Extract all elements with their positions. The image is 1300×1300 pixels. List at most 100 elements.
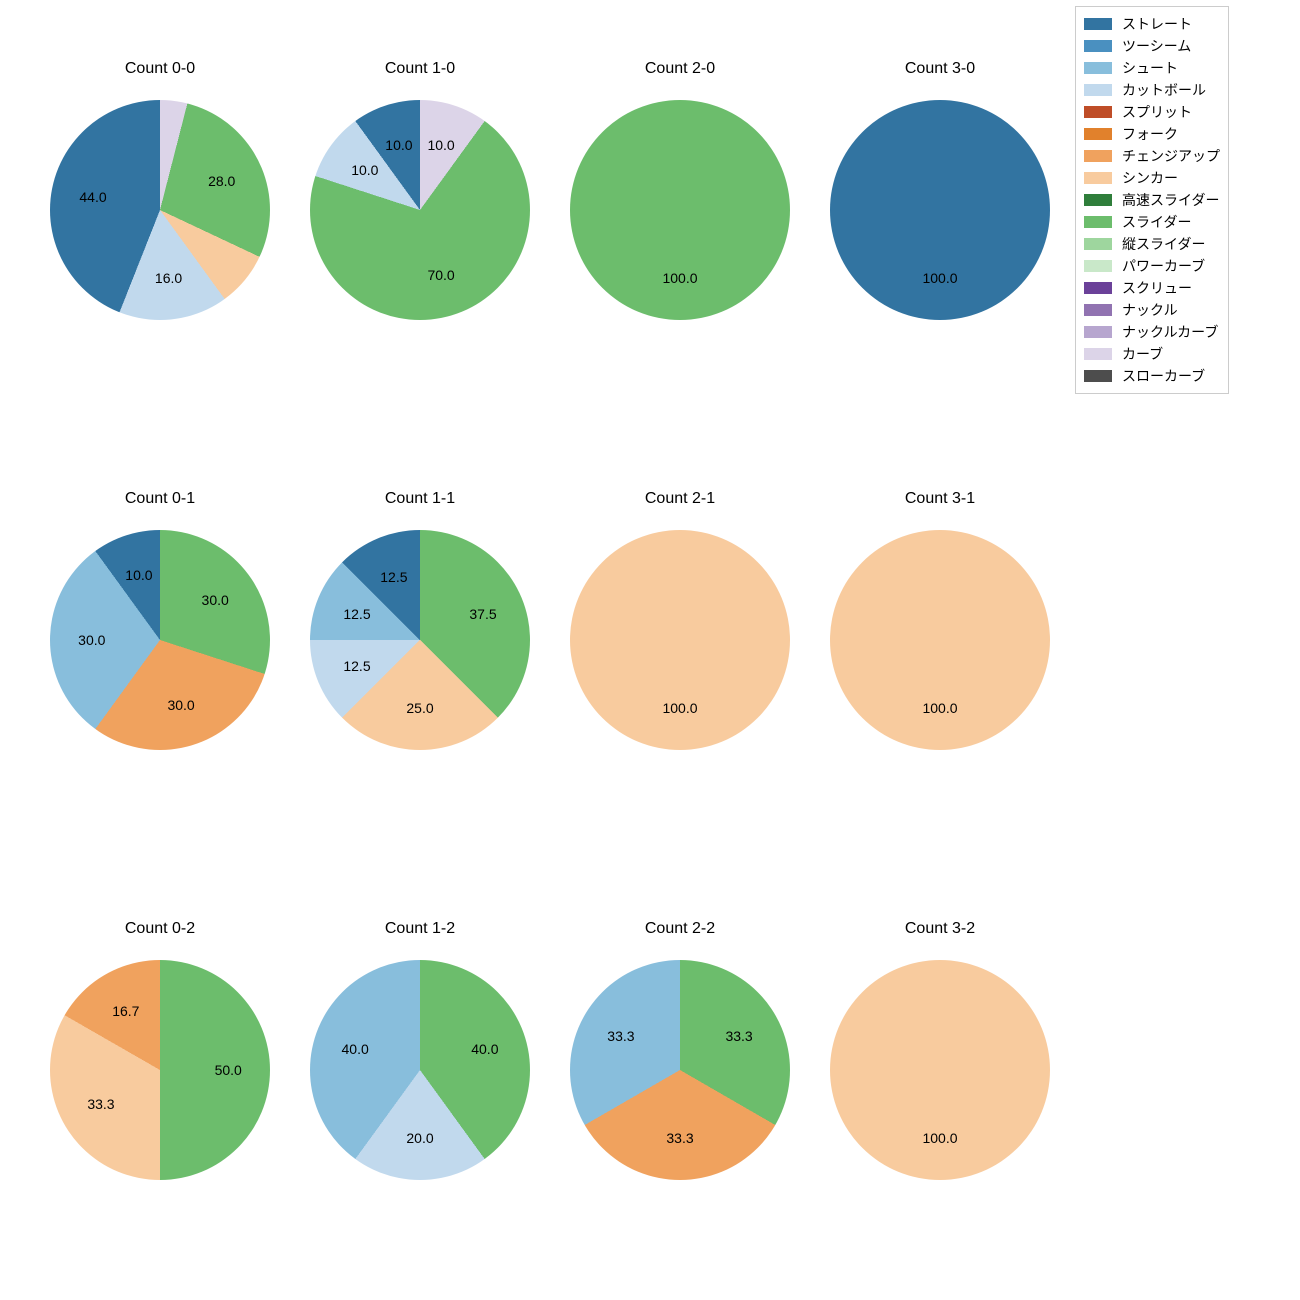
pie-value-label: 10.0: [351, 162, 378, 178]
pie-value-label: 50.0: [215, 1062, 242, 1078]
pie-value-label: 40.0: [471, 1041, 498, 1057]
chart-cell: Count 0-044.016.028.0: [30, 70, 290, 420]
legend-item: スライダー: [1084, 211, 1220, 233]
pie-value-label: 12.5: [343, 606, 370, 622]
legend-label: ナックルカーブ: [1122, 322, 1218, 342]
chart-cell: Count 2-1100.0: [550, 500, 810, 850]
legend-swatch: [1084, 18, 1112, 30]
pie-chart: [50, 100, 270, 320]
pie-value-label: 100.0: [662, 700, 697, 716]
chart-title: Count 3-1: [810, 490, 1070, 508]
pie-value-label: 100.0: [922, 1130, 957, 1146]
legend-swatch: [1084, 304, 1112, 316]
legend-swatch: [1084, 40, 1112, 52]
pie-value-label: 16.0: [155, 270, 182, 286]
legend-swatch: [1084, 128, 1112, 140]
pie-value-label: 30.0: [167, 697, 194, 713]
pie-value-label: 16.7: [112, 1003, 139, 1019]
pie-chart: [570, 100, 790, 320]
pie-value-label: 25.0: [406, 700, 433, 716]
chart-title: Count 0-0: [30, 60, 290, 78]
pie-value-label: 33.3: [607, 1028, 634, 1044]
pie-value-label: 100.0: [922, 700, 957, 716]
pie-value-label: 70.0: [427, 267, 454, 283]
legend-item: 高速スライダー: [1084, 189, 1220, 211]
legend-item: スローカーブ: [1084, 365, 1220, 387]
legend-label: フォーク: [1122, 124, 1178, 144]
pie-value-label: 20.0: [406, 1130, 433, 1146]
chart-cell: Count 3-0100.0: [810, 70, 1070, 420]
legend-item: シュート: [1084, 57, 1220, 79]
chart-title: Count 0-1: [30, 490, 290, 508]
page: Count 0-0 44.0 16.0 28.0 Count 1-0 10.0 10.0 70…: [0, 0, 1300, 1300]
pie-value-label: 28.0: [208, 173, 235, 189]
chart-cell: Count 3-1100.0: [810, 500, 1070, 850]
legend-swatch: [1084, 282, 1112, 294]
pie-chart: [570, 960, 790, 1180]
legend-label: スライダー: [1122, 212, 1191, 232]
legend: ストレートツーシームシュートカットボールスプリットフォークチェンジアップシンカー…: [1075, 6, 1229, 394]
legend-item: ナックルカーブ: [1084, 321, 1220, 343]
pie-value-label: 30.0: [202, 592, 229, 608]
legend-swatch: [1084, 216, 1112, 228]
legend-label: カットボール: [1122, 80, 1206, 100]
chart-cell: Count 1-010.010.070.010.0: [290, 70, 550, 420]
legend-label: 高速スライダー: [1122, 190, 1219, 210]
legend-label: シュート: [1122, 58, 1178, 78]
pie-value-label: 33.3: [725, 1028, 752, 1044]
pie-value-label: 10.0: [125, 567, 152, 583]
legend-label: ナックル: [1122, 300, 1178, 320]
pie-value-label: 33.3: [666, 1130, 693, 1146]
legend-label: スクリュー: [1122, 278, 1192, 298]
pie-value-label: 44.0: [79, 189, 106, 205]
legend-swatch: [1084, 260, 1112, 272]
chart-title: Count 3-2: [810, 920, 1070, 938]
legend-item: スクリュー: [1084, 277, 1220, 299]
legend-label: チェンジアップ: [1122, 146, 1220, 166]
chart-title: Count 1-0: [290, 60, 550, 78]
legend-label: スローカーブ: [1122, 366, 1205, 386]
legend-item: シンカー: [1084, 167, 1220, 189]
chart-cell: Count 1-112.512.512.525.037.5: [290, 500, 550, 850]
chart-cell: Count 3-2100.0: [810, 930, 1070, 1280]
legend-item: ナックル: [1084, 299, 1220, 321]
pie-chart: [310, 530, 530, 750]
chart-title: Count 1-1: [290, 490, 550, 508]
legend-swatch: [1084, 150, 1112, 162]
pie-value-label: 12.5: [343, 658, 370, 674]
pie-value-label: 10.0: [385, 137, 412, 153]
chart-title: Count 2-2: [550, 920, 810, 938]
pie-chart: [830, 100, 1050, 320]
chart-cell: Count 0-216.733.350.0: [30, 930, 290, 1280]
legend-label: ストレート: [1122, 14, 1192, 34]
legend-swatch: [1084, 84, 1112, 96]
chart-title: Count 2-1: [550, 490, 810, 508]
legend-label: シンカー: [1122, 168, 1178, 188]
legend-label: パワーカーブ: [1122, 256, 1205, 276]
pie-value-label: 30.0: [78, 632, 105, 648]
pie-value-label: 10.0: [427, 137, 454, 153]
legend-label: スプリット: [1122, 102, 1192, 122]
legend-item: ストレート: [1084, 13, 1220, 35]
chart-title: Count 1-2: [290, 920, 550, 938]
pie-value-label: 40.0: [342, 1041, 369, 1057]
legend-swatch: [1084, 370, 1112, 382]
chart-title: Count 2-0: [550, 60, 810, 78]
legend-swatch: [1084, 238, 1112, 250]
legend-item: ツーシーム: [1084, 35, 1220, 57]
pie-chart: [310, 100, 530, 320]
pie-chart: [830, 960, 1050, 1180]
legend-item: 縦スライダー: [1084, 233, 1220, 255]
legend-item: カーブ: [1084, 343, 1220, 365]
chart-cell: Count 1-240.020.040.0: [290, 930, 550, 1280]
pie-chart: [310, 960, 530, 1180]
pie-chart: [830, 530, 1050, 750]
chart-cell: Count 2-233.333.333.3: [550, 930, 810, 1280]
legend-swatch: [1084, 62, 1112, 74]
legend-label: 縦スライダー: [1122, 234, 1205, 254]
legend-swatch: [1084, 172, 1112, 184]
legend-swatch: [1084, 348, 1112, 360]
legend-item: チェンジアップ: [1084, 145, 1220, 167]
chart-cell: Count 0-110.030.030.030.0: [30, 500, 290, 850]
pie-value-label: 37.5: [469, 606, 496, 622]
